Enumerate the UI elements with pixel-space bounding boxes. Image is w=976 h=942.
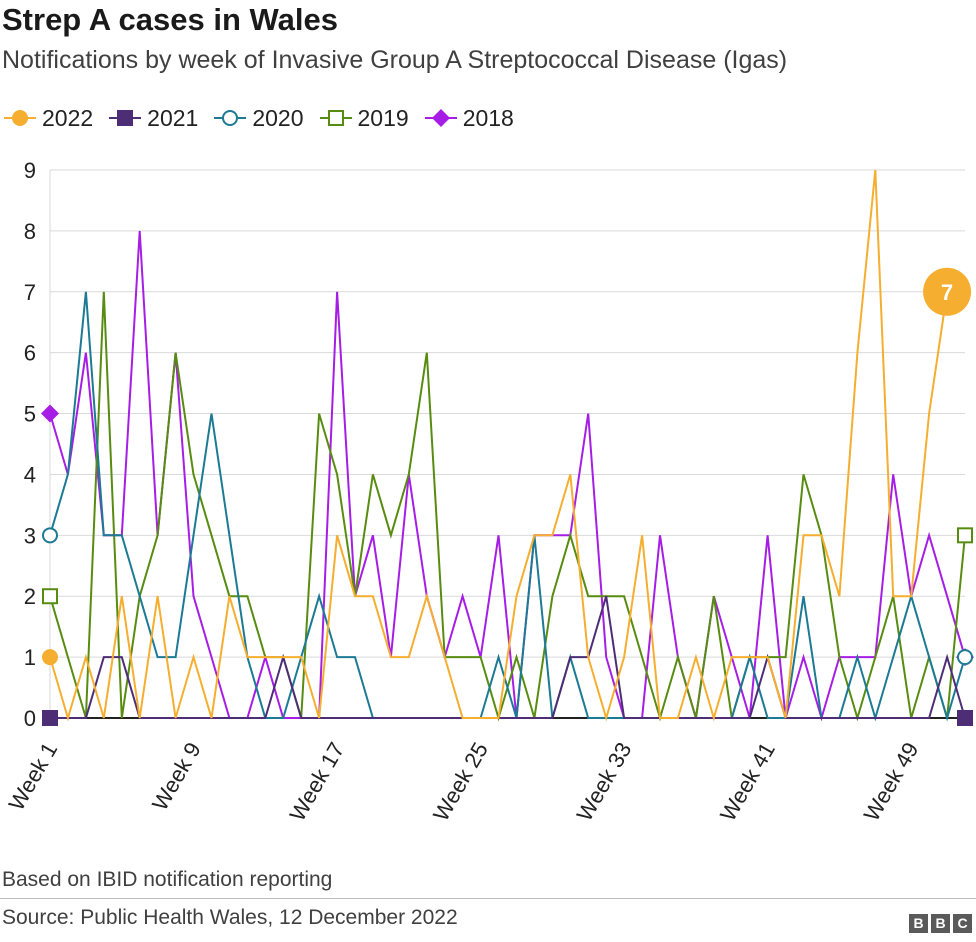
legend-item-2022: 2022 [2,105,93,132]
series-2022-start-marker [42,649,58,666]
legend-label: 2021 [147,104,199,131]
y-tick-label: 1 [24,645,36,670]
legend-swatch-icon [109,110,142,126]
legend-marker-icon [12,110,28,126]
annotations: 7 [923,267,972,316]
legend-item-2020: 2020 [212,104,304,132]
series-markers [41,404,974,726]
x-tick-label: Week 9 [147,738,206,815]
chart-title: Strep A cases in Wales [2,2,338,37]
x-tick-label: Week 49 [859,738,924,825]
x-axis-ticks: Week 1 Week 9 Week 17 Week 25 Week 33 Week 41… [4,738,924,825]
y-tick-label: 7 [24,280,36,305]
y-tick-label: 9 [24,158,36,183]
legend-marker-icon [327,110,344,126]
chart-subtitle: Notifications by week of Invasive Group … [2,46,788,74]
series-2020-line [49,291,966,722]
chart-source: Source: Public Health Wales, 12 December… [2,906,458,929]
legend-label: 2018 [462,104,514,131]
latest-value-bubble [923,267,972,316]
series-lines [49,169,966,722]
chart-note: Based on IBID notification reporting [2,868,333,891]
series-2019-end-marker [957,527,973,544]
series-2021-start-marker [42,710,58,726]
legend-marker-icon [431,109,450,127]
x-tick-label: Week 1 [4,738,63,815]
legend-label: 2022 [42,104,94,131]
legend-item-2019: 2019 [318,105,409,132]
footer-divider [0,898,976,899]
x-tick-label: Week 17 [285,738,350,825]
legend-label: 2020 [252,104,304,131]
legend-swatch-icon [4,110,36,126]
bbc-logo-letter: C [953,914,972,933]
series-2021-line [50,595,966,719]
bbc-logo-letter: B [931,914,950,933]
y-tick-label: 6 [24,341,36,366]
bbc-logo: B B C [906,914,972,933]
series-2022-line [49,169,949,722]
x-tick-label: Week 25 [428,738,493,825]
series-2020-end-marker [957,649,973,666]
y-tick-label: 5 [24,402,36,427]
latest-value-label: 7 [941,280,953,305]
series-2020-start-marker [42,527,58,544]
chart-legend: 2022 2021 2020 2019 2018 [2,103,528,133]
y-tick-label: 4 [24,462,36,487]
y-axis-ticks: 0 1 2 3 4 5 6 7 8 9 [24,158,36,731]
y-tick-label: 0 [24,706,36,731]
legend-swatch-icon [319,110,352,126]
legend-swatch-icon [214,110,247,126]
y-tick-label: 8 [24,219,36,244]
bbc-logo-letter: B [909,914,928,933]
legend-marker-icon [222,110,239,126]
legend-marker-icon [117,110,134,126]
series-2019-start-marker [42,588,58,605]
legend-swatch-icon [424,109,457,127]
legend-item-2021: 2021 [107,105,198,132]
x-tick-label: Week 33 [572,738,637,825]
x-tick-label: Week 41 [715,738,780,825]
series-2018-start-marker [41,404,59,423]
legend-label: 2019 [357,104,409,131]
series-2018-line [49,230,966,722]
y-tick-label: 2 [24,584,36,609]
legend-item-2018: 2018 [423,105,514,132]
y-tick-label: 3 [24,523,36,548]
series-2021-end-marker [957,710,973,726]
